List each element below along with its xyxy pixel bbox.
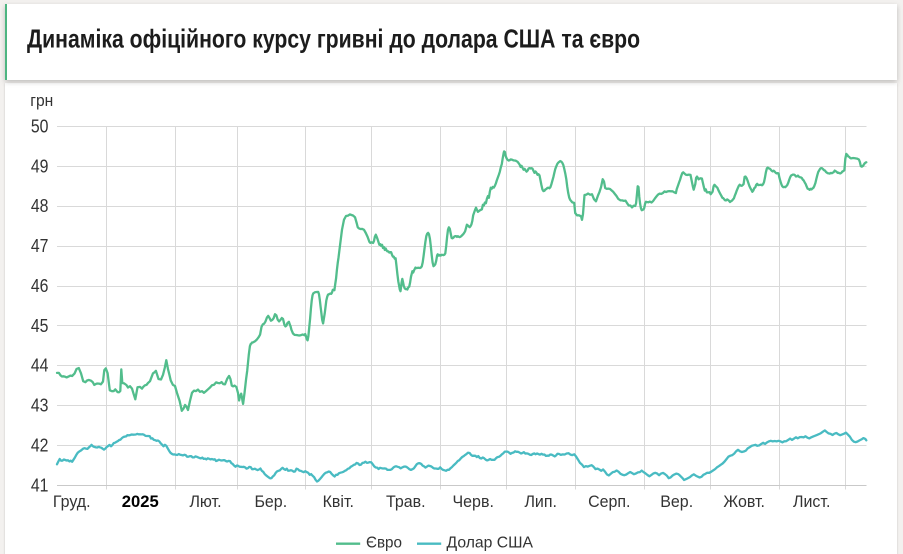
svg-text:Лип.: Лип. — [524, 492, 557, 511]
svg-text:48: 48 — [31, 196, 49, 216]
svg-text:Серп.: Серп. — [588, 492, 630, 511]
svg-text:Квіт.: Квіт. — [323, 492, 354, 511]
svg-text:49: 49 — [31, 156, 49, 176]
svg-text:43: 43 — [31, 396, 49, 416]
svg-text:46: 46 — [31, 276, 49, 296]
svg-text:45: 45 — [31, 316, 49, 336]
svg-text:Груд.: Груд. — [53, 492, 91, 511]
svg-text:Євро: Євро — [366, 535, 402, 552]
svg-text:41: 41 — [31, 475, 49, 495]
svg-text:50: 50 — [31, 116, 49, 136]
svg-text:2025: 2025 — [122, 492, 159, 511]
svg-text:42: 42 — [31, 436, 49, 456]
svg-text:Черв.: Черв. — [453, 492, 494, 511]
svg-text:Лют.: Лют. — [189, 492, 221, 511]
svg-text:Долар США: Долар США — [447, 535, 534, 552]
svg-text:44: 44 — [31, 356, 49, 376]
svg-text:47: 47 — [31, 236, 49, 256]
svg-text:Лист.: Лист. — [793, 492, 830, 511]
svg-text:Бер.: Бер. — [254, 492, 287, 511]
svg-text:Вер.: Вер. — [660, 492, 693, 511]
svg-text:Жовт.: Жовт. — [723, 492, 765, 511]
svg-text:грн: грн — [30, 91, 53, 110]
svg-text:Трав.: Трав. — [386, 492, 426, 511]
